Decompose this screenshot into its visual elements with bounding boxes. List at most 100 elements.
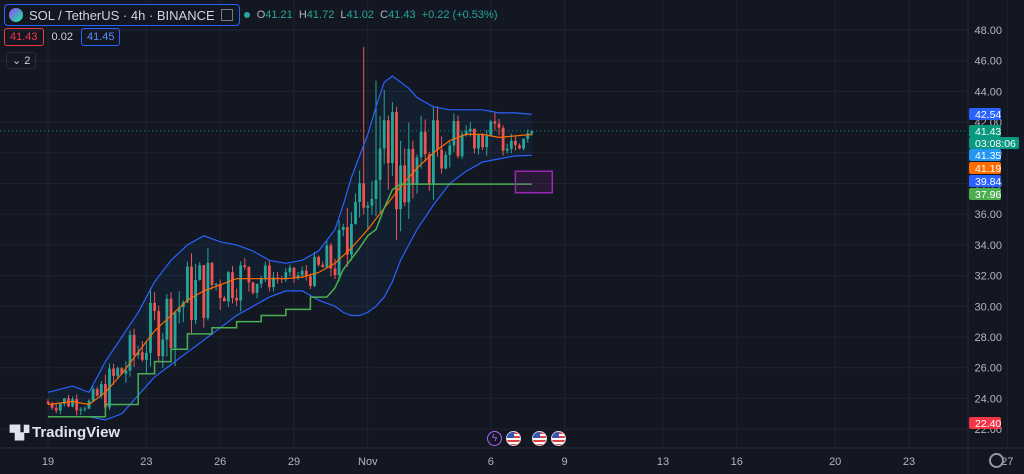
candle-body xyxy=(456,120,460,157)
candle-body xyxy=(112,368,115,376)
candle-body xyxy=(460,134,464,157)
bb-band-fill xyxy=(48,76,532,420)
x-tick-label: 23 xyxy=(140,456,152,468)
bb-upper-line xyxy=(47,75,532,394)
x-tick-label: 13 xyxy=(657,456,669,468)
y-tick-label: 30.00 xyxy=(974,301,1002,313)
change-value: +0.22 (+0.53%) xyxy=(421,9,498,21)
price-axis-label: 41.35 xyxy=(975,150,1001,162)
symbol-box[interactable]: SOL / TetherUS · 4h · BINANCE xyxy=(4,4,240,26)
price-axis-label: 41.43 xyxy=(975,126,1001,138)
candle-body xyxy=(194,279,197,320)
symbol-title: SOL / TetherUS · 4h · BINANCE xyxy=(29,7,215,23)
candle-body xyxy=(259,279,263,284)
tradingview-logo[interactable]: ▜▞ TradingView xyxy=(10,424,120,441)
price-axis-label: 22.40 xyxy=(975,418,1001,430)
candle-body xyxy=(218,283,222,299)
candle-body xyxy=(83,408,87,410)
candle-body xyxy=(489,121,493,136)
candle-body xyxy=(493,121,497,124)
event-us-flag-icon[interactable] xyxy=(532,431,547,446)
y-tick-label: 46.00 xyxy=(974,56,1002,68)
market-status-icon xyxy=(243,12,250,18)
zone-box xyxy=(514,170,554,194)
candle-body xyxy=(231,272,234,298)
sell-button[interactable]: 41.43 xyxy=(4,28,44,46)
candle-body xyxy=(419,131,423,158)
buy-button[interactable]: 41.45 xyxy=(80,28,121,46)
candle-body xyxy=(317,256,320,265)
candle-body xyxy=(198,265,202,280)
tradingview-icon: ▜▞ xyxy=(10,424,29,440)
y-tick-label: 48.00 xyxy=(974,25,1002,37)
y-tick-label: 36.00 xyxy=(974,209,1002,221)
candle-body xyxy=(501,127,505,151)
trailing-stop-line xyxy=(48,183,532,418)
candle-body xyxy=(341,227,345,230)
y-tick-label: 34.00 xyxy=(974,240,1002,252)
open-value: 41.21 xyxy=(265,9,293,21)
candle-body xyxy=(473,128,476,149)
candle-body xyxy=(485,135,489,148)
candle-body xyxy=(481,134,484,148)
candle-body xyxy=(526,133,530,139)
candle-body xyxy=(190,266,193,320)
candle-body xyxy=(132,334,136,356)
candle-body xyxy=(140,352,144,360)
y-tick-label: 24.00 xyxy=(974,393,1002,405)
candle-body xyxy=(177,307,181,313)
candle-body xyxy=(497,123,501,128)
candle-body xyxy=(95,389,99,396)
y-tick-label: 26.00 xyxy=(974,363,1002,375)
chevron-down-icon: ⌄ xyxy=(12,55,22,67)
x-tick-label: 16 xyxy=(731,456,743,468)
candle-body xyxy=(432,120,435,184)
candle-body xyxy=(509,140,513,149)
candle-body xyxy=(58,403,62,411)
candle-body xyxy=(214,283,218,285)
candle-body xyxy=(99,384,103,396)
candle-body xyxy=(46,401,50,404)
candle-body xyxy=(337,229,341,275)
candle-body xyxy=(423,131,427,155)
candle-body xyxy=(288,267,292,273)
candle-body xyxy=(411,148,415,185)
candle-body xyxy=(222,298,226,302)
price-axis-label: 03:08:06 xyxy=(975,138,1016,150)
candle-body xyxy=(362,183,366,208)
price-axis-label-bg xyxy=(969,175,1001,187)
x-tick-label: 27 xyxy=(1001,456,1013,468)
candle-body xyxy=(161,339,165,357)
candle-body xyxy=(181,302,185,308)
candle-body xyxy=(276,277,279,279)
high-value: 41.72 xyxy=(306,9,335,21)
candle-body xyxy=(251,282,255,293)
price-axis-label-bg xyxy=(969,137,1019,149)
event-us-flag-icon[interactable] xyxy=(506,431,521,446)
x-tick-label: 20 xyxy=(829,456,841,468)
candle-body xyxy=(366,205,370,208)
candle-body xyxy=(452,120,456,146)
event-bolt-icon[interactable]: ϟ xyxy=(487,431,502,446)
candle-body xyxy=(157,311,161,357)
bb-lower-line xyxy=(48,154,532,421)
candle-body xyxy=(169,298,173,348)
candle-body xyxy=(391,112,394,164)
candle-body xyxy=(50,403,54,408)
x-tick-label: Nov xyxy=(358,456,378,468)
settings-gear-icon[interactable] xyxy=(989,453,1004,468)
candle-body xyxy=(378,148,382,180)
candle-body xyxy=(436,120,439,150)
candle-body xyxy=(325,245,329,268)
candle-body xyxy=(235,297,238,301)
y-tick-label: 44.00 xyxy=(974,86,1002,98)
price-axis-label-bg xyxy=(969,108,1001,120)
candle-body xyxy=(505,148,509,151)
solana-logo-icon xyxy=(9,8,23,22)
trade-panel: 41.43 0.02 41.45 xyxy=(4,28,121,46)
indicators-toggle[interactable]: ⌄ 2 xyxy=(6,52,37,69)
maximize-icon[interactable] xyxy=(220,9,233,21)
event-us-flag-icon[interactable] xyxy=(551,431,566,446)
candle-body xyxy=(354,201,357,224)
